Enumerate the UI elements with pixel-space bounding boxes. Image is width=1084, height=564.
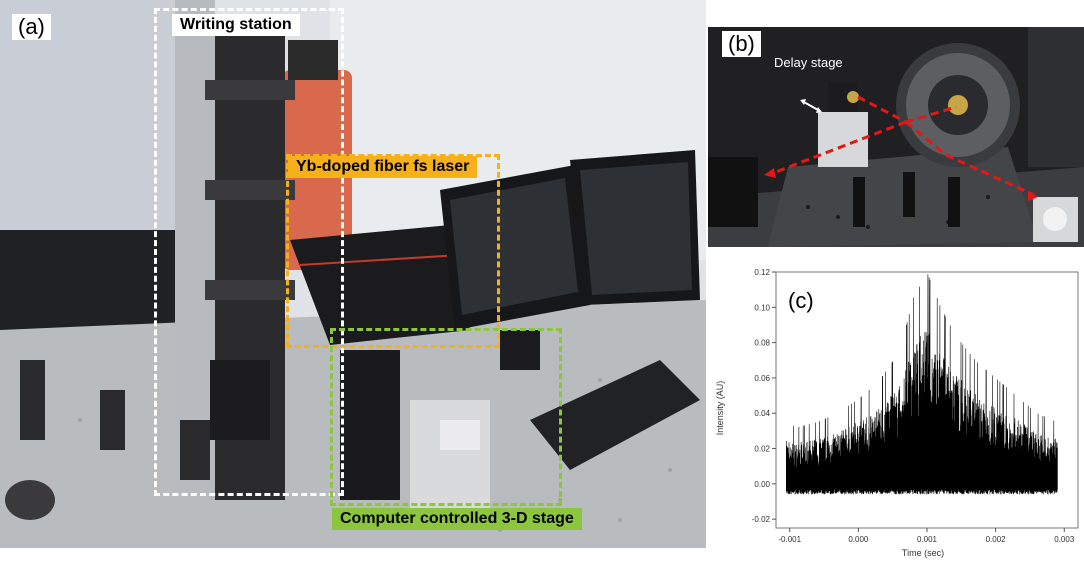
laser-label: Yb-doped fiber fs laser — [288, 156, 478, 178]
chart-ticks: -0.001 0.000 0.001 0.002 0.003 -0.02 0.00 0.02 0… — [752, 268, 1075, 544]
writing-station-outline — [154, 8, 344, 496]
y-axis-label: Intensity (AU) — [715, 381, 725, 436]
writing-station-photo — [0, 0, 706, 548]
delay-stage-photo — [708, 27, 1084, 247]
y-tick-label: 0.00 — [754, 480, 770, 489]
panel-b-letter: (b) — [722, 31, 761, 57]
y-tick-label: -0.02 — [752, 515, 771, 524]
writing-station-label: Writing station — [172, 14, 300, 36]
y-tick-label: 0.08 — [754, 339, 770, 348]
chart-series — [786, 274, 1058, 495]
x-axis-label: Time (sec) — [902, 548, 944, 558]
panel-c-chart: -0.001 0.000 0.001 0.002 0.003 -0.02 0.00 0.02 0… — [708, 258, 1084, 564]
panel-c-letter: (c) — [788, 288, 814, 313]
stage-outline — [330, 328, 562, 506]
intensity-chart: -0.001 0.000 0.001 0.002 0.003 -0.02 0.00 0.02 0… — [715, 268, 1079, 558]
y-tick-label: 0.04 — [754, 409, 770, 418]
y-tick-label: 0.12 — [754, 268, 770, 277]
laser-outline — [286, 154, 500, 348]
y-tick-label: 0.02 — [754, 445, 770, 454]
x-tick-label: -0.001 — [778, 535, 801, 544]
panel-a-photo: (a) Writing station Yb-doped fiber fs la… — [0, 0, 706, 548]
y-tick-label: 0.10 — [754, 303, 770, 312]
panel-a-letter: (a) — [12, 14, 51, 40]
y-tick-label: 0.06 — [754, 374, 770, 383]
stage-label: Computer controlled 3-D stage — [332, 508, 582, 530]
x-tick-label: 0.002 — [986, 535, 1007, 544]
x-tick-label: 0.003 — [1054, 535, 1075, 544]
x-tick-label: 0.001 — [917, 535, 938, 544]
intensity-trace — [786, 274, 1058, 495]
x-tick-label: 0.000 — [848, 535, 869, 544]
delay-stage-label: Delay stage — [774, 55, 843, 70]
panel-b-photo: (b) Delay stage — [708, 27, 1084, 247]
